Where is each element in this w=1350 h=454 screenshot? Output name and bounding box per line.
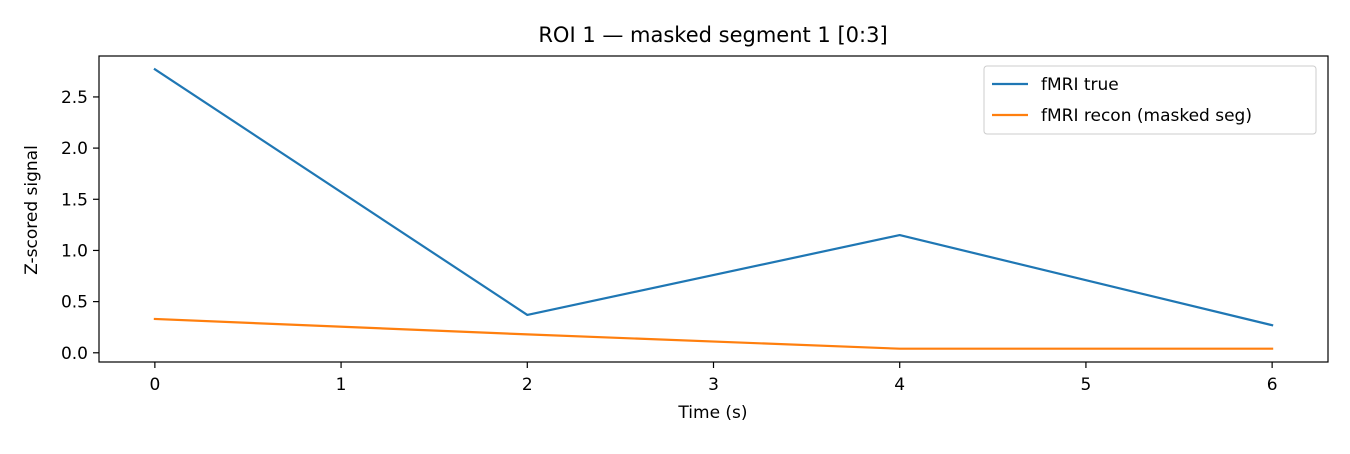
x-tick-label: 5 (1081, 375, 1092, 395)
x-axis-label: Time (s) (677, 403, 747, 423)
x-tick-label: 0 (149, 375, 160, 395)
y-axis-label: Z-scored signal (22, 145, 42, 275)
x-tick-label: 1 (336, 375, 347, 395)
series-line-1 (153, 67, 1274, 327)
legend-label-2: fMRI recon (masked seg) (1041, 106, 1252, 126)
y-tick-label: 2.0 (61, 139, 88, 159)
series-line-2 (153, 317, 1274, 350)
x-tick-label: 2 (522, 375, 533, 395)
legend-label-1: fMRI true (1041, 75, 1119, 95)
y-tick-label: 0.0 (61, 344, 88, 364)
x-tick-label: 3 (708, 375, 719, 395)
y-tick-label: 2.5 (61, 88, 88, 108)
legend-box (983, 65, 1317, 135)
chart-title: ROI 1 — masked segment 1 [0:3] (538, 23, 887, 47)
y-tick-label: 1.5 (61, 190, 88, 210)
x-tick-label: 4 (894, 375, 905, 395)
y-tick-label: 1.0 (61, 241, 88, 261)
plot-area: 0 1 2 3 4 5 6 0.0 0.5 1.0 1.5 2.0 2.5 (61, 55, 1329, 395)
x-tick-label: 6 (1267, 375, 1278, 395)
y-tick-label: 0.5 (61, 293, 88, 313)
legend: fMRI true fMRI recon (masked seg) (983, 65, 1317, 135)
